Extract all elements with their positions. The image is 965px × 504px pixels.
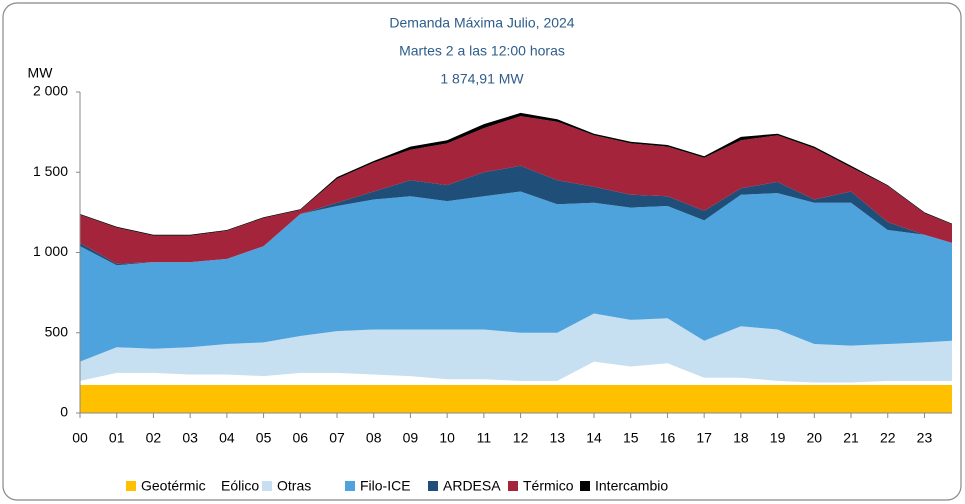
area bbox=[80, 384, 952, 413]
legend-label: Otras bbox=[277, 478, 311, 494]
chart-title: Demanda Máxima Julio, 2024 bbox=[389, 15, 574, 31]
y-tick-label: 2 000 bbox=[33, 83, 68, 99]
legend-label: Geotérmico bbox=[141, 478, 214, 494]
legend-label: Térmico bbox=[523, 478, 574, 494]
x-tick-label: 16 bbox=[660, 430, 676, 446]
legend-swatch bbox=[206, 481, 216, 491]
area bbox=[80, 116, 952, 264]
legend-swatch bbox=[580, 481, 590, 491]
chart-subtitle: Martes 2 a las 12:00 horas bbox=[399, 43, 565, 59]
x-tick-label: 21 bbox=[843, 430, 859, 446]
legend-swatch bbox=[262, 481, 272, 491]
x-tick-label: 19 bbox=[770, 430, 786, 446]
y-tick-label: 1 000 bbox=[33, 243, 68, 259]
y-axis-label: MW bbox=[28, 65, 54, 81]
x-tick-label: 18 bbox=[733, 430, 749, 446]
area bbox=[80, 313, 952, 383]
x-tick-label: 11 bbox=[477, 430, 492, 446]
y-tick-label: 0 bbox=[60, 404, 68, 420]
x-tick-label: 00 bbox=[72, 430, 88, 446]
x-tick-label: 02 bbox=[146, 430, 162, 446]
x-tick-label: 01 bbox=[109, 430, 125, 446]
legend-label: ARDESA bbox=[443, 478, 501, 494]
x-tick-label: 08 bbox=[366, 430, 382, 446]
legend-swatch bbox=[508, 481, 518, 491]
y-tick-label: 1 500 bbox=[33, 163, 68, 179]
x-tick-label: 17 bbox=[696, 430, 712, 446]
x-tick-label: 07 bbox=[329, 430, 345, 446]
area bbox=[80, 191, 952, 362]
x-tick-label: 13 bbox=[550, 430, 566, 446]
legend-label: Intercambio bbox=[595, 478, 668, 494]
x-tick-label: 23 bbox=[917, 430, 933, 446]
area bbox=[80, 361, 952, 385]
chart-annotation: 1 874,91 MW bbox=[440, 71, 524, 87]
y-tick-label: 500 bbox=[45, 323, 69, 339]
x-tick-label: 14 bbox=[586, 430, 602, 446]
x-tick-label: 04 bbox=[219, 430, 235, 446]
x-tick-label: 06 bbox=[293, 430, 309, 446]
x-tick-label: 10 bbox=[439, 430, 455, 446]
legend-swatch bbox=[428, 481, 438, 491]
legend-label: Filo-ICE bbox=[360, 478, 411, 494]
legend-swatch bbox=[126, 481, 136, 491]
legend-swatch bbox=[345, 481, 355, 491]
x-tick-label: 22 bbox=[880, 430, 896, 446]
x-tick-label: 12 bbox=[513, 430, 529, 446]
x-tick-label: 20 bbox=[807, 430, 823, 446]
x-tick-label: 09 bbox=[403, 430, 419, 446]
legend-label: Eólico bbox=[221, 478, 259, 494]
area bbox=[80, 165, 952, 266]
x-tick-label: 15 bbox=[623, 430, 639, 446]
x-tick-label: 05 bbox=[256, 430, 272, 446]
x-tick-label: 03 bbox=[182, 430, 198, 446]
